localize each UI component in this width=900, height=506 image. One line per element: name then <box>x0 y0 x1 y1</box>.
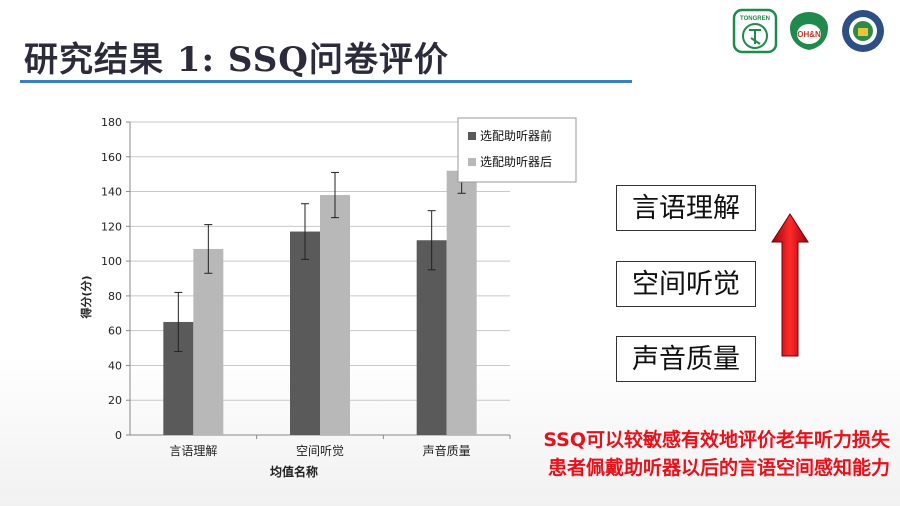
y-tick-label: 80 <box>108 290 122 303</box>
y-tick-label: 100 <box>101 255 122 268</box>
y-tick-labels: 0 20 40 60 80 100 120 140 160 180 <box>101 116 122 442</box>
bar-after <box>320 195 350 435</box>
ohn-logo: OH&N <box>790 12 828 50</box>
y-tick-label: 160 <box>101 151 122 164</box>
side-label-spatial: 空间听觉 <box>616 261 756 307</box>
legend-label-before: 选配助听器前 <box>480 128 552 143</box>
slide-title: 研究结果 1: SSQ问卷评价 <box>24 40 449 80</box>
up-arrow-icon <box>771 213 809 357</box>
side-label-speech: 言语理解 <box>616 185 756 231</box>
tongren-logo: TONGREN <box>732 8 778 54</box>
y-tick-label: 140 <box>101 186 122 199</box>
logo-group: TONGREN OH&N <box>732 8 886 54</box>
y-tick-label: 60 <box>108 325 122 338</box>
x-axis-label: 均值名称 <box>270 464 318 479</box>
tongren-logo-text: TONGREN <box>740 16 770 22</box>
side-label-sound: 声音质量 <box>616 336 756 382</box>
y-axis-label: 得分(分) <box>79 275 93 319</box>
conclusion-line-2: 患者佩戴助听器以后的言语空间感知能力 <box>547 457 890 479</box>
y-tick-label: 40 <box>108 359 122 372</box>
title-underline <box>20 80 632 83</box>
x-tick-label: 空间听觉 <box>296 444 344 458</box>
x-tick-label: 言语理解 <box>169 444 217 458</box>
bar-before <box>416 240 447 435</box>
y-tick-label: 0 <box>115 429 122 442</box>
legend: 选配助听器前 选配助听器后 <box>457 117 577 183</box>
x-tick-label: 声音质量 <box>423 443 471 458</box>
y-tick-label: 180 <box>101 116 122 129</box>
y-tick-label: 20 <box>108 394 122 407</box>
y-tick-label: 120 <box>101 220 122 233</box>
university-seal-logo <box>842 10 884 52</box>
conclusion-text: SSQ可以较敏感有效地评价老年听力损失 患者佩戴助听器以后的言语空间感知能力 <box>470 426 890 482</box>
bar-after <box>446 170 477 435</box>
bars-layer <box>163 147 477 435</box>
bar-before <box>290 231 320 435</box>
x-tick-labels: 言语理解 空间听觉 声音质量 <box>169 443 470 458</box>
ohn-logo-text: OH&N <box>797 30 821 39</box>
legend-swatch-after <box>468 158 476 166</box>
legend-frame <box>457 117 577 183</box>
legend-label-after: 选配助听器后 <box>480 155 552 169</box>
conclusion-line-1: SSQ可以较敏感有效地评价老年听力损失 <box>543 429 890 451</box>
legend-swatch-before <box>468 132 476 140</box>
bar-chart: 0 20 40 60 80 100 120 140 160 180 言语理解 空间听觉 声音质量 得分… <box>79 116 577 479</box>
bar-after <box>193 248 224 435</box>
